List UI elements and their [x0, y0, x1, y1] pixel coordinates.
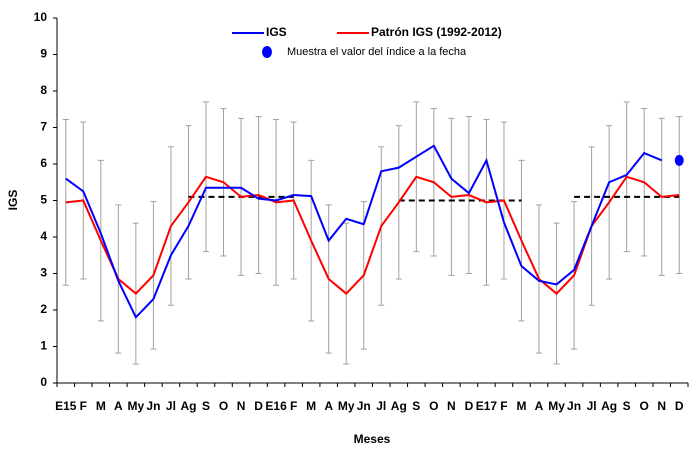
legend-label: IGS: [266, 25, 287, 39]
x-tick-label: S: [412, 399, 420, 413]
x-tick-label: Ag: [180, 399, 196, 413]
x-tick-label: My: [128, 399, 145, 413]
y-tick-label: 5: [40, 193, 47, 207]
x-tick-label: D: [254, 399, 263, 413]
x-tick-label: A: [114, 399, 123, 413]
y-tick-label: 8: [40, 83, 47, 97]
x-tick-label: Jl: [166, 399, 176, 413]
legend-label: Muestra el valor del índice a la fecha: [287, 46, 467, 58]
x-tick-label: O: [429, 399, 438, 413]
y-tick-label: 1: [40, 339, 47, 353]
x-tick-label: D: [465, 399, 474, 413]
x-tick-label: M: [96, 399, 106, 413]
x-tick-label: Jl: [376, 399, 386, 413]
x-axis-title: Meses: [354, 432, 391, 446]
x-tick-label: O: [640, 399, 649, 413]
y-tick-label: 6: [40, 156, 47, 170]
x-tick-label: Jn: [146, 399, 160, 413]
x-tick-label: Ag: [601, 399, 617, 413]
x-tick-label: My: [548, 399, 565, 413]
line: [65, 175, 680, 295]
x-tick-label: S: [623, 399, 631, 413]
y-tick-label: 10: [34, 10, 48, 24]
legend-marker: [262, 46, 272, 58]
y-tick-label: 0: [40, 375, 47, 389]
x-tick-label: E17: [476, 399, 498, 413]
x-tick-label: Jn: [357, 399, 371, 413]
x-tick-label: S: [202, 399, 210, 413]
x-tick-label: F: [500, 399, 507, 413]
x-tick-label: My: [338, 399, 355, 413]
x-tick-label: E16: [265, 399, 287, 413]
x-tick-label: M: [306, 399, 316, 413]
y-tick-label: 2: [40, 302, 47, 316]
legend-label: Patrón IGS (1992-2012): [371, 25, 502, 39]
x-tick-label: F: [290, 399, 297, 413]
x-tick-label: A: [535, 399, 544, 413]
x-tick-label: N: [447, 399, 456, 413]
x-tick-label: A: [324, 399, 333, 413]
y-tick-label: 4: [40, 229, 47, 243]
point-marker: [674, 154, 684, 166]
x-tick-label: Jl: [587, 399, 597, 413]
x-tick-label: M: [516, 399, 526, 413]
y-tick-label: 9: [40, 47, 47, 61]
line: [65, 144, 663, 320]
x-tick-label: N: [237, 399, 246, 413]
x-tick-label: O: [219, 399, 228, 413]
x-tick-label: N: [657, 399, 666, 413]
x-tick-label: F: [80, 399, 87, 413]
y-tick-label: 3: [40, 266, 47, 280]
y-axis-title: IGS: [6, 190, 20, 211]
x-tick-label: Jn: [567, 399, 581, 413]
x-tick-label: D: [675, 399, 684, 413]
y-tick-label: 7: [40, 120, 47, 134]
x-tick-label: Ag: [391, 399, 407, 413]
x-tick-label: E15: [55, 399, 77, 413]
